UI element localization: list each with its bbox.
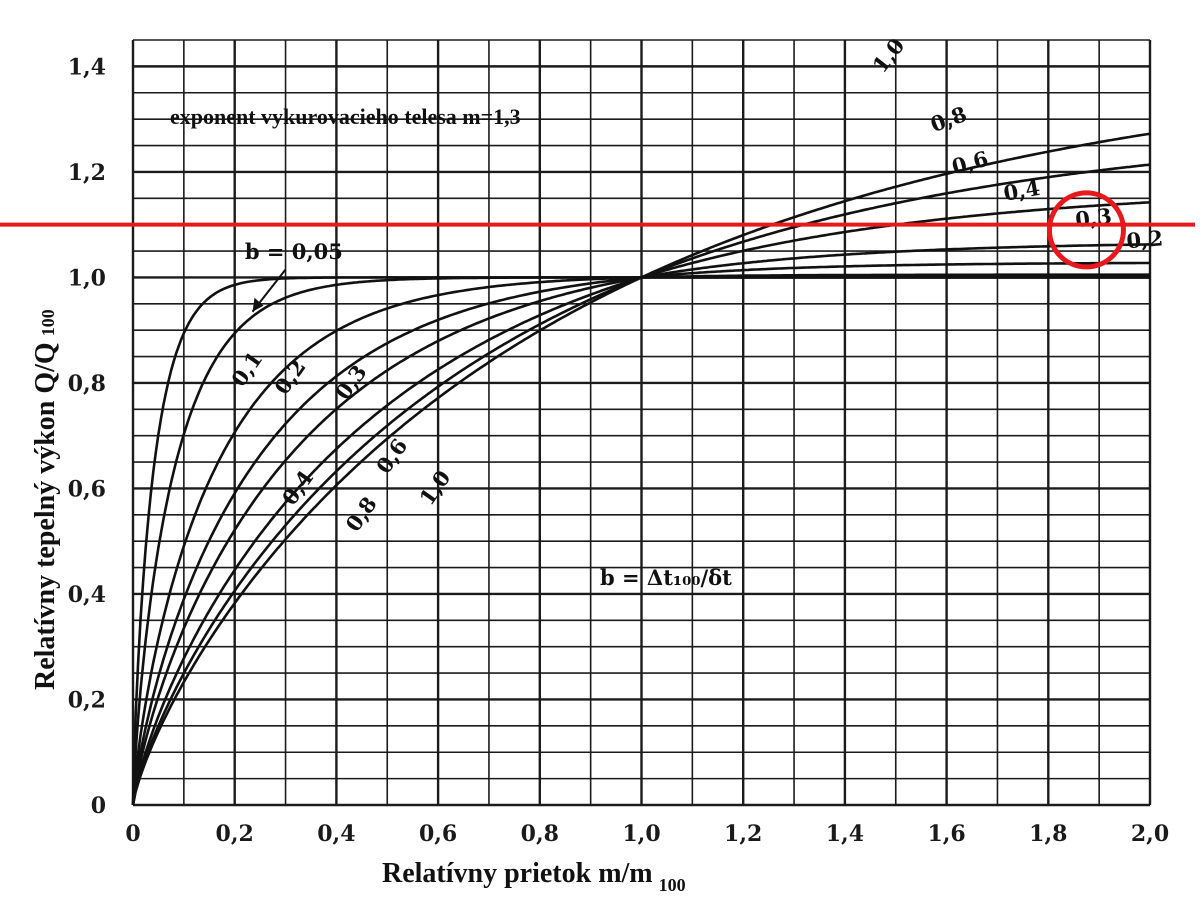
x-tick-label: 2,0	[1131, 821, 1169, 847]
svg-text:Relatívny tepelný výkon Q/Q100: Relatívny tepelný výkon Q/Q 100	[30, 309, 61, 690]
x-tick-label: 0,8	[521, 821, 559, 847]
x-axis-label-text: Relatívny prietok m/m	[382, 858, 653, 889]
curve-label-b005: b = 0,05	[245, 239, 343, 264]
y-tick-label: 1,0	[68, 265, 106, 291]
y-axis-label-text: Relatívny tepelný výkon Q/Q	[30, 342, 61, 690]
curve-label: 0,6	[949, 146, 991, 180]
tick-labels: 0 0,2 0,4 0,6 0,8 1,0 1,2 1,4 1,6 1,8 2,0 0 0,2 0,4 0,…	[68, 54, 1169, 847]
y-axis-label-sub: 100	[38, 309, 58, 336]
y-tick-label: 0,8	[68, 371, 106, 397]
x-axis-label-sub: 100	[659, 875, 686, 895]
x-axis-label: Relatívny prietok m/m 100	[382, 858, 686, 895]
arrow-head	[252, 297, 264, 312]
x-tick-label: 0,2	[216, 821, 254, 847]
y-tick-label: 0,4	[68, 582, 106, 608]
x-tick-label: 0,6	[419, 821, 457, 847]
curve-label: 1,0	[414, 466, 455, 510]
curve-label: 0,4	[1002, 175, 1042, 206]
y-tick-label: 0,2	[68, 687, 106, 713]
x-tick-label: 1,0	[622, 821, 660, 847]
x-tick-label: 0	[125, 821, 140, 847]
highlight-circle	[1046, 190, 1126, 270]
curve-label: 0,3	[1074, 203, 1113, 232]
x-tick-label: 0,4	[317, 821, 355, 847]
annotations	[0, 190, 1195, 270]
y-tick-label: 1,4	[68, 54, 106, 80]
grid	[131, 39, 1152, 807]
curve-label: 0,8	[340, 492, 381, 536]
y-tick-label: 1,2	[68, 160, 106, 186]
y-tick-label: 0,6	[68, 476, 106, 502]
chart-title: exponent vykurovacieho telesa m=1,3	[170, 104, 521, 129]
curve-label: 0,6	[371, 434, 412, 478]
curve-label: 0,1	[226, 347, 267, 391]
curve-label: 0,2	[269, 355, 310, 399]
x-tick-label: 1,4	[826, 821, 864, 847]
x-tick-label: 1,2	[724, 821, 762, 847]
x-tick-label: 1,8	[1029, 821, 1067, 847]
series-curve	[131, 132, 1151, 806]
curves	[131, 132, 1151, 806]
y-tick-label: 0	[91, 793, 106, 819]
curve-label: 0,2	[1125, 225, 1164, 253]
x-tick-label: 1,6	[927, 821, 965, 847]
parameter-label: b = Δt₁₀₀/δt	[600, 565, 732, 590]
curve-label: 0,8	[927, 101, 970, 137]
y-axis-label: Relatívny tepelný výkon Q/Q 100	[30, 309, 61, 690]
